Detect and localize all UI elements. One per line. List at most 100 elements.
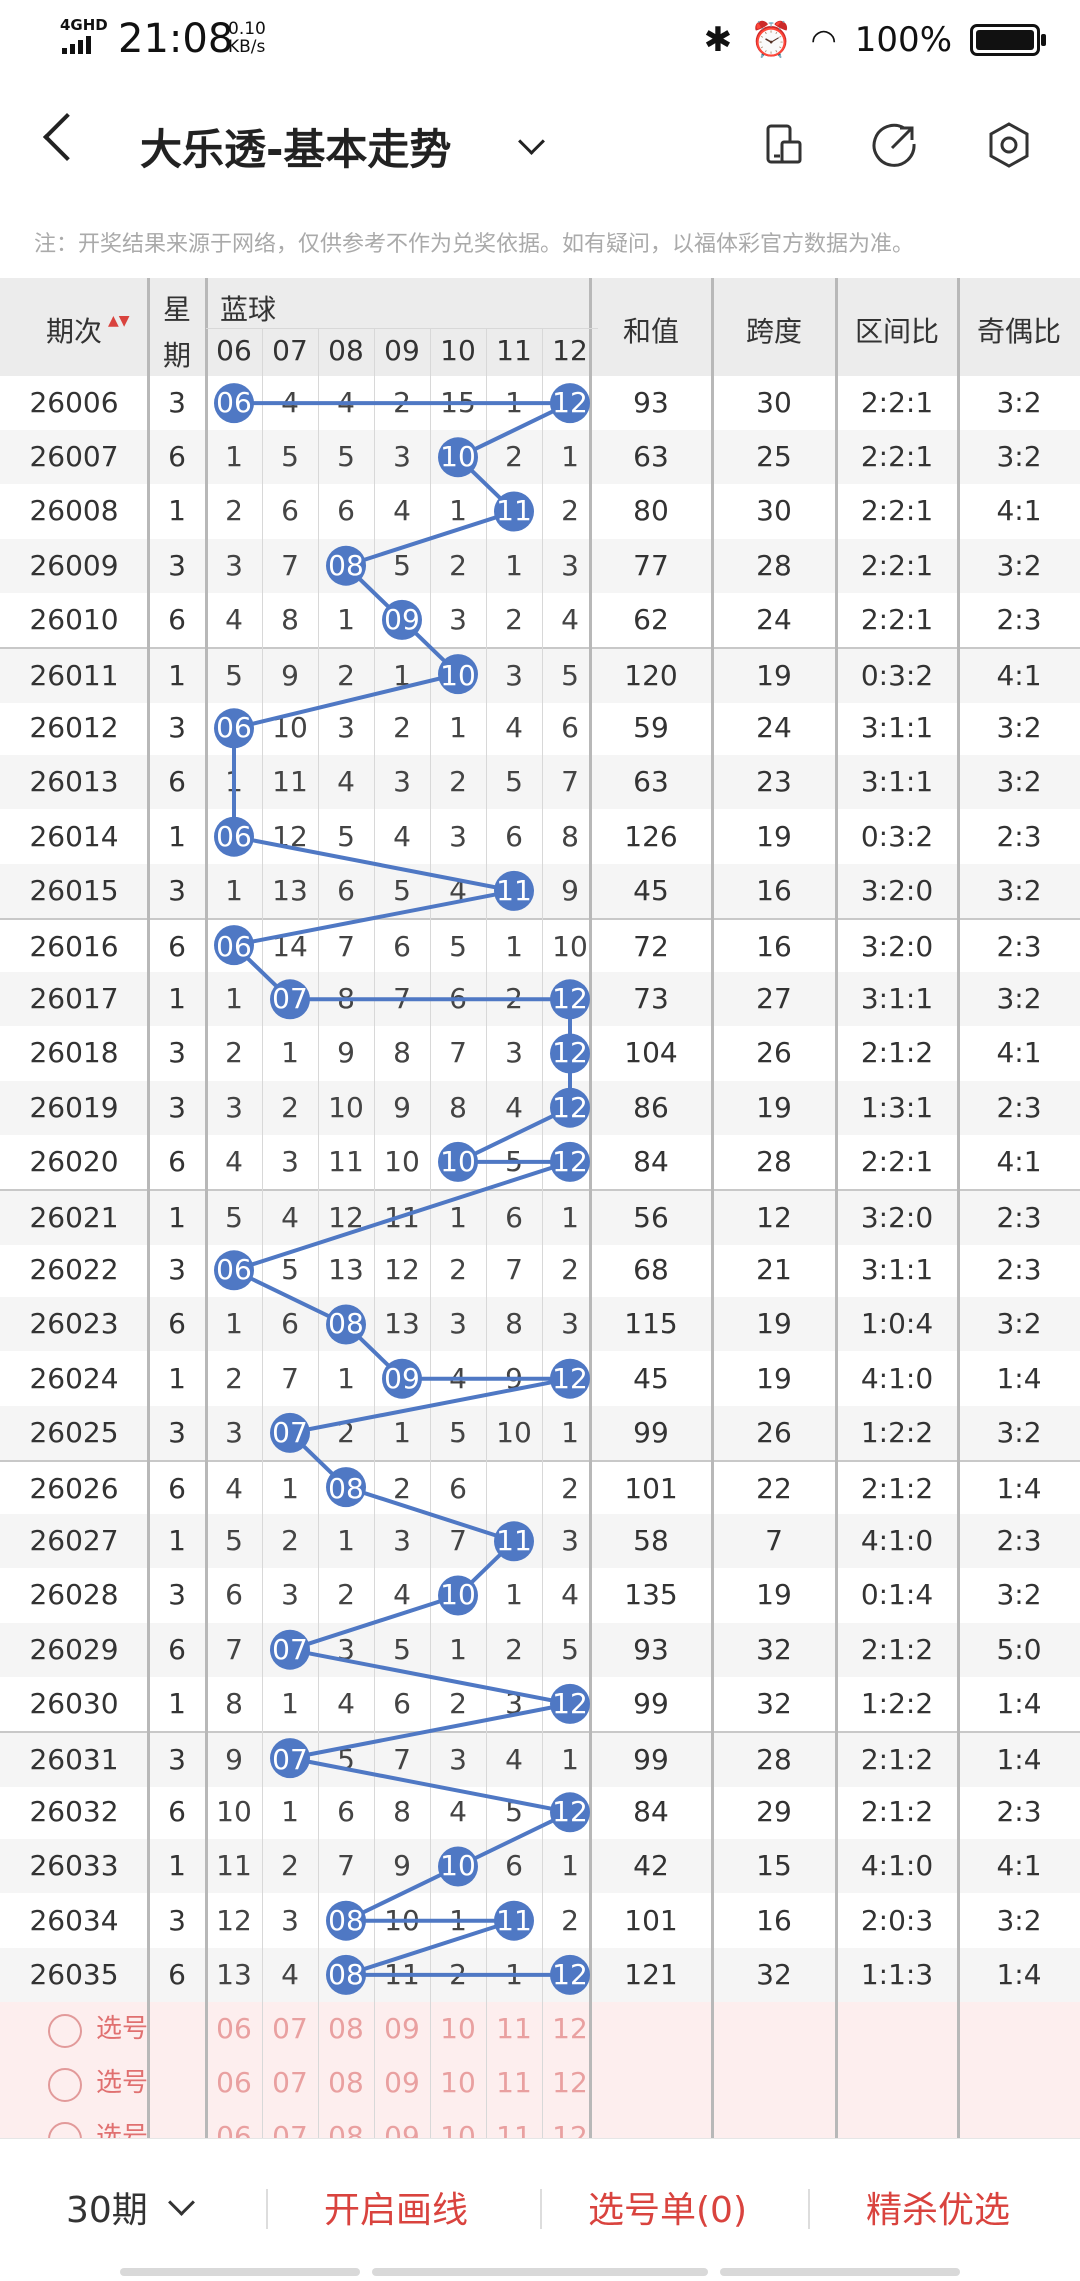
select-ball[interactable]: 08 — [328, 2066, 364, 2099]
omission-cell: 5 — [393, 1632, 411, 1666]
issue-cell: 26028 — [29, 1578, 119, 1612]
header-weekday-bottom: 期 — [162, 339, 191, 372]
table-row: 26007 6 1 5 5 3 10 2 1 63 25 2:2:1 3:2 — [0, 430, 1080, 485]
select-ball[interactable]: 06 — [216, 2066, 252, 2099]
select-ball[interactable]: 06 — [216, 2012, 252, 2045]
omission-cell: 5 — [225, 1524, 243, 1558]
ball-marker — [550, 1792, 590, 1833]
blue-ball-hit: 10 — [440, 1849, 476, 1883]
omission-cell: 8 — [561, 819, 579, 853]
omission-cell: 13 — [216, 1957, 252, 1991]
blue-ball-hit: 12 — [552, 1957, 588, 1991]
issue-cell: 26009 — [29, 548, 119, 582]
omission-cell: 7 — [393, 1743, 411, 1776]
table-row: 26024 1 2 7 1 09 4 9 12 45 19 4:1:0 1:4 — [0, 1352, 1080, 1406]
omission-cell: 3 — [337, 1632, 355, 1666]
omission-cell: 1 — [393, 659, 411, 692]
back-icon[interactable] — [42, 112, 92, 162]
ball-column-divider — [542, 328, 543, 2164]
sum-cell: 63 — [633, 440, 669, 474]
blue-ball-hit: 07 — [272, 1632, 308, 1666]
select-ball[interactable]: 11 — [496, 2066, 532, 2099]
blue-ball-hit: 09 — [384, 1361, 420, 1395]
issue-cell: 26026 — [29, 1472, 119, 1505]
omission-cell: 8 — [281, 602, 299, 636]
settings-icon[interactable] — [984, 120, 1034, 170]
period-select[interactable]: 30期 — [66, 2190, 148, 2231]
odd-even-cell: 3:2 — [996, 440, 1042, 474]
zone-ratio-cell: 2:1:2 — [860, 1795, 934, 1829]
scrollbar[interactable] — [720, 2268, 960, 2276]
weekday-cell: 6 — [168, 1144, 186, 1178]
divider — [808, 2189, 810, 2229]
blue-ball-hit: 09 — [384, 602, 420, 636]
chevron-down-icon[interactable] — [168, 2189, 195, 2216]
select-ball[interactable]: 09 — [384, 2012, 420, 2045]
scrollbar[interactable] — [120, 2268, 360, 2276]
sum-cell: 68 — [633, 1253, 669, 1287]
header-issue[interactable]: 期次 — [45, 315, 102, 348]
omission-cell: 1 — [281, 1686, 299, 1720]
select-ball[interactable]: 09 — [384, 2066, 420, 2099]
draw-line-button[interactable]: 开启画线 — [324, 2190, 469, 2231]
omission-cell: 3 — [505, 1036, 523, 1070]
select-row[interactable]: 选号 06 07 08 09 10 11 12 — [0, 2056, 1080, 2110]
issue-cell: 26007 — [29, 440, 119, 474]
select-ball[interactable]: 07 — [272, 2066, 308, 2099]
selection-list-button[interactable]: 选号单(0) — [588, 2190, 747, 2231]
select-radio[interactable] — [48, 2068, 82, 2102]
omission-cell: 6 — [281, 1307, 299, 1341]
ball-marker — [550, 383, 590, 424]
select-ball[interactable]: 12 — [552, 2012, 588, 2045]
sum-cell: 59 — [633, 711, 669, 745]
select-radio[interactable] — [48, 2122, 82, 2144]
ball-column-divider — [262, 328, 263, 2164]
table-row: 26012 3 06 10 3 2 1 4 6 59 24 3:1:1 3:2 — [0, 701, 1080, 755]
select-ball[interactable]: 12 — [552, 2066, 588, 2099]
omission-cell: 1 — [505, 548, 523, 582]
ball-marker — [326, 1900, 366, 1941]
select-ball[interactable]: 11 — [496, 2012, 532, 2045]
page-title[interactable]: 大乐透-基本走势 — [140, 125, 452, 174]
omission-cell: 6 — [505, 1849, 523, 1883]
table-row: 26023 6 1 6 08 13 3 8 3 115 19 1:0:4 3:2 — [0, 1297, 1080, 1352]
odd-even-cell: 4:1 — [996, 659, 1042, 692]
header-weekday-top: 星 — [162, 293, 191, 326]
table-row: 26033 1 11 2 7 9 10 6 1 42 15 4:1:0 4:1 — [0, 1839, 1080, 1894]
ball-marker — [214, 708, 254, 749]
select-label[interactable]: 选号 — [96, 2068, 149, 2098]
select-ball[interactable]: 07 — [272, 2012, 308, 2045]
share-icon[interactable] — [870, 120, 920, 170]
omission-cell: 3 — [337, 711, 355, 745]
ball-marker — [382, 599, 422, 640]
network-indicator: 4GHD — [60, 16, 108, 34]
select-radio[interactable] — [48, 2014, 82, 2048]
omission-cell: 1 — [337, 1361, 355, 1395]
sum-cell: 45 — [633, 1361, 669, 1395]
omission-cell: 2 — [225, 494, 243, 528]
scrollbar[interactable] — [372, 2268, 708, 2276]
select-row[interactable]: 选号 06 07 08 09 10 11 12 — [0, 2002, 1080, 2056]
omission-cell: 4 — [505, 711, 523, 745]
premium-button[interactable]: 精杀优选 — [866, 2190, 1011, 2231]
span-cell: 7 — [765, 1524, 783, 1558]
zone-ratio-cell: 2:1:2 — [860, 1036, 934, 1070]
chevron-down-icon[interactable] — [518, 128, 545, 155]
odd-even-cell: 4:1 — [996, 1849, 1042, 1883]
zone-ratio-cell: 2:2:1 — [860, 386, 934, 419]
span-cell: 16 — [756, 1903, 792, 1937]
select-ball[interactable]: 08 — [328, 2012, 364, 2045]
omission-cell: 1 — [561, 1415, 579, 1449]
device-icon[interactable] — [758, 120, 808, 170]
weekday-cell: 1 — [168, 494, 186, 528]
omission-cell: 2 — [225, 1036, 243, 1070]
sum-cell: 101 — [624, 1472, 678, 1505]
select-label[interactable]: 选号 — [96, 2014, 149, 2044]
select-ball[interactable]: 10 — [440, 2012, 476, 2045]
ball-marker — [550, 1683, 590, 1724]
omission-cell: 10 — [328, 1090, 364, 1124]
zone-ratio-cell: 3:1:1 — [860, 1253, 934, 1287]
omission-cell: 10 — [216, 1795, 252, 1829]
select-ball[interactable]: 10 — [440, 2066, 476, 2099]
odd-even-cell: 3:2 — [996, 1903, 1042, 1937]
